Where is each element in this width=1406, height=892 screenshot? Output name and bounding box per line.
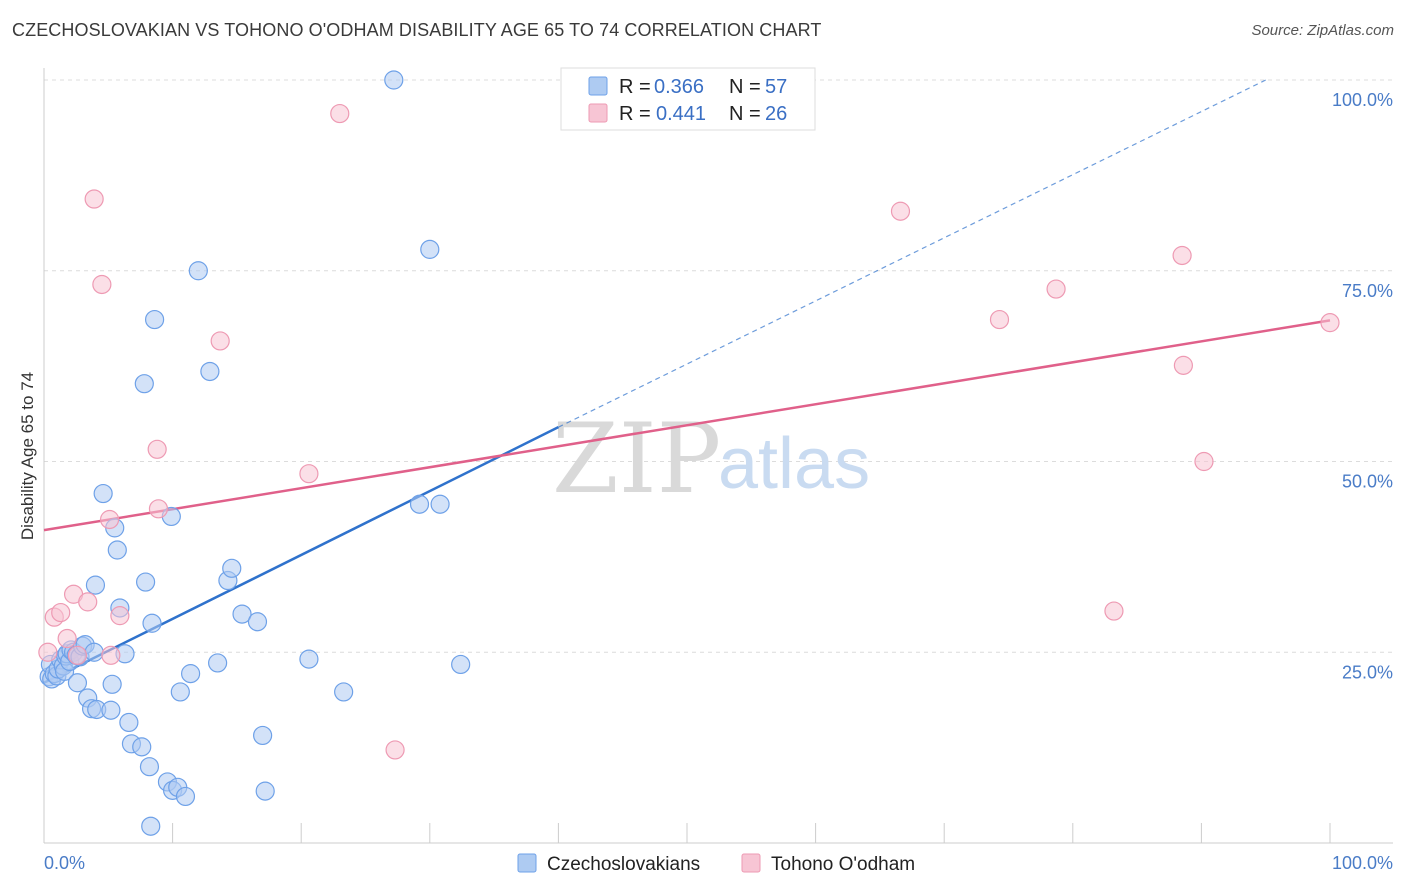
y-tick-label-100: 100.0% bbox=[1332, 90, 1393, 110]
point-czechoslovakians-24 bbox=[93, 483, 113, 504]
watermark: ZIP atlas bbox=[552, 403, 870, 515]
points-layer bbox=[38, 70, 1340, 836]
point-tohono-oodham-5 bbox=[67, 645, 88, 665]
point-tohono-oodham-0 bbox=[38, 642, 58, 662]
trendline-tohono-oodham bbox=[43, 319, 1331, 532]
legend-n-label-0: N = bbox=[729, 76, 761, 98]
legend-n-label-1: N = bbox=[729, 103, 761, 125]
trend-layer bbox=[43, 79, 1331, 684]
y-tick-label-50: 50.0% bbox=[1342, 472, 1393, 492]
point-czechoslovakians-47 bbox=[188, 261, 208, 281]
point-tohono-oodham-25 bbox=[1320, 313, 1340, 333]
bottom-legend-label-tohono-oodham[interactable]: Tohono O'odham bbox=[771, 854, 915, 875]
point-tohono-oodham-22 bbox=[1172, 245, 1192, 266]
point-tohono-oodham-21 bbox=[1104, 601, 1124, 621]
trendline-czechoslovakians-extension bbox=[558, 79, 1266, 428]
point-czechoslovakians-36 bbox=[139, 757, 160, 777]
point-czechoslovakians-34 bbox=[134, 374, 154, 394]
y-tick-labels: 25.0% 50.0% 75.0% 100.0% bbox=[1332, 90, 1393, 682]
point-tohono-oodham-11 bbox=[110, 606, 130, 626]
point-czechoslovakians-48 bbox=[200, 361, 220, 382]
x-tick-label-min: 0.0% bbox=[44, 853, 85, 873]
bottom-legend-label-czechoslovakians[interactable]: Czechoslovakians bbox=[547, 854, 700, 875]
point-czechoslovakians-49 bbox=[208, 653, 228, 673]
point-tohono-oodham-8 bbox=[92, 274, 112, 295]
point-tohono-oodham-14 bbox=[210, 331, 230, 351]
point-czechoslovakians-35 bbox=[135, 572, 156, 592]
point-czechoslovakians-39 bbox=[144, 309, 165, 330]
chart-source: Source: ZipAtlas.com bbox=[1251, 22, 1394, 39]
point-czechoslovakians-52 bbox=[232, 604, 252, 624]
point-czechoslovakians-53 bbox=[247, 612, 268, 632]
point-czechoslovakians-61 bbox=[430, 494, 450, 514]
point-tohono-oodham-9 bbox=[99, 509, 120, 530]
trendline-czechoslovakians bbox=[43, 426, 559, 684]
point-czechoslovakians-60 bbox=[409, 494, 430, 514]
point-tohono-oodham-7 bbox=[84, 189, 104, 209]
point-tohono-oodham-15 bbox=[299, 464, 319, 484]
point-czechoslovakians-51 bbox=[222, 558, 242, 578]
point-czechoslovakians-58 bbox=[384, 70, 404, 90]
point-czechoslovakians-22 bbox=[85, 575, 106, 595]
point-czechoslovakians-45 bbox=[175, 786, 196, 807]
point-czechoslovakians-55 bbox=[255, 781, 275, 801]
point-czechoslovakians-33 bbox=[132, 737, 152, 757]
y-tick-label-25: 25.0% bbox=[1342, 662, 1393, 682]
bottom-legend-swatch-tohono-oodham[interactable] bbox=[741, 853, 761, 873]
point-tohono-oodham-3 bbox=[57, 628, 77, 649]
point-czechoslovakians-28 bbox=[107, 540, 127, 560]
point-czechoslovakians-57 bbox=[334, 682, 354, 702]
watermark-zip: ZIP bbox=[552, 403, 721, 515]
point-tohono-oodham-19 bbox=[989, 309, 1010, 330]
point-czechoslovakians-21 bbox=[84, 642, 104, 662]
point-tohono-oodham-12 bbox=[147, 439, 167, 459]
legend-r-label-0: R = bbox=[619, 76, 651, 98]
point-tohono-oodham-2 bbox=[51, 602, 71, 623]
bottom-legend-swatch-czechoslovakians[interactable] bbox=[517, 853, 537, 873]
point-tohono-oodham-6 bbox=[78, 592, 98, 612]
point-tohono-oodham-13 bbox=[148, 499, 169, 519]
point-tohono-oodham-10 bbox=[101, 645, 121, 665]
point-czechoslovakians-15 bbox=[67, 673, 88, 693]
watermark-atlas: atlas bbox=[718, 424, 870, 504]
y-tick-label-75: 75.0% bbox=[1342, 281, 1393, 301]
point-czechoslovakians-25 bbox=[101, 700, 121, 720]
point-czechoslovakians-54 bbox=[253, 725, 273, 746]
legend-r-label-1: R = bbox=[619, 103, 651, 125]
legend-swatch-czechoslovakians bbox=[588, 76, 608, 96]
point-tohono-oodham-16 bbox=[330, 103, 350, 124]
legend-n-value-1: 26 bbox=[765, 103, 787, 125]
legend-r-value-1: 0.441 bbox=[656, 103, 706, 125]
axes-layer bbox=[43, 68, 1393, 844]
y-axis-label: Disability Age 65 to 74 bbox=[18, 372, 37, 540]
legend-r-value-0: 0.366 bbox=[654, 76, 704, 98]
x-tick-label-max: 100.0% bbox=[1332, 853, 1393, 873]
point-czechoslovakians-62 bbox=[451, 654, 471, 675]
point-tohono-oodham-24 bbox=[1194, 451, 1214, 472]
point-czechoslovakians-56 bbox=[299, 649, 319, 669]
legend-swatch-tohono-oodham bbox=[588, 103, 608, 123]
series-legend: Czechoslovakians Tohono O'odham bbox=[517, 853, 915, 875]
chart-title: CZECHOSLOVAKIAN VS TOHONO O'ODHAM DISABI… bbox=[12, 20, 822, 40]
stats-legend: R = 0.366 N = 57 R = 0.441 N = 26 bbox=[560, 67, 816, 131]
point-czechoslovakians-38 bbox=[142, 613, 162, 633]
point-czechoslovakians-46 bbox=[181, 664, 201, 684]
point-tohono-oodham-23 bbox=[1173, 355, 1193, 375]
point-czechoslovakians-59 bbox=[420, 239, 440, 259]
point-tohono-oodham-18 bbox=[890, 201, 911, 221]
point-czechoslovakians-26 bbox=[102, 674, 122, 694]
point-tohono-oodham-20 bbox=[1046, 279, 1066, 299]
point-czechoslovakians-31 bbox=[119, 712, 139, 733]
point-tohono-oodham-17 bbox=[385, 740, 405, 760]
point-czechoslovakians-37 bbox=[141, 816, 161, 836]
point-czechoslovakians-44 bbox=[170, 682, 190, 702]
legend-n-value-0: 57 bbox=[765, 76, 787, 98]
